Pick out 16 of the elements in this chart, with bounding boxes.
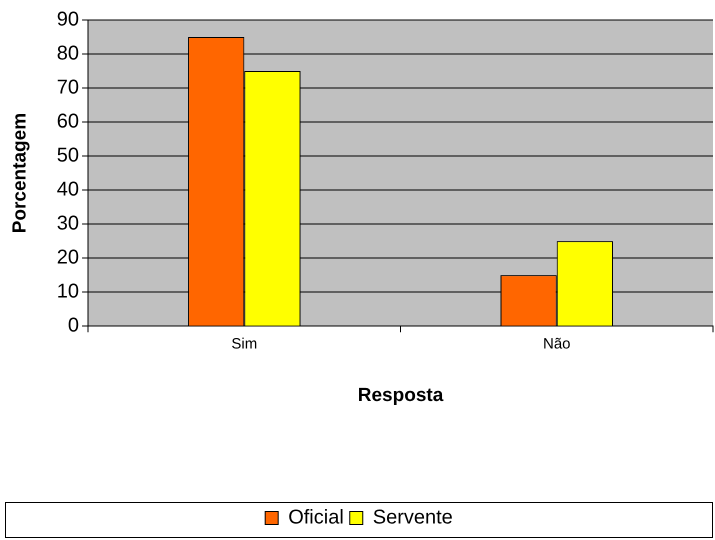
y-tick-label: 10 <box>56 280 80 303</box>
y-tick-label: 40 <box>56 178 80 201</box>
y-tick-label: 80 <box>56 42 80 65</box>
legend-label: Servente <box>372 506 453 529</box>
y-tick-label: 70 <box>56 76 80 99</box>
y-tick-label: 90 <box>56 8 80 31</box>
y-tick-label: 50 <box>56 144 80 167</box>
y-tick-label: 60 <box>56 110 80 133</box>
x-axis-title: Resposta <box>358 384 444 406</box>
y-tick-label: 20 <box>56 246 80 269</box>
y-tick-label: 30 <box>56 212 80 235</box>
y-tick-label: 0 <box>68 314 80 337</box>
legend-label: Oficial <box>288 506 344 529</box>
x-tick-label: Sim <box>231 335 258 352</box>
x-tick-label: Não <box>542 335 571 352</box>
y-axis-title: Porcentagem <box>10 112 31 234</box>
